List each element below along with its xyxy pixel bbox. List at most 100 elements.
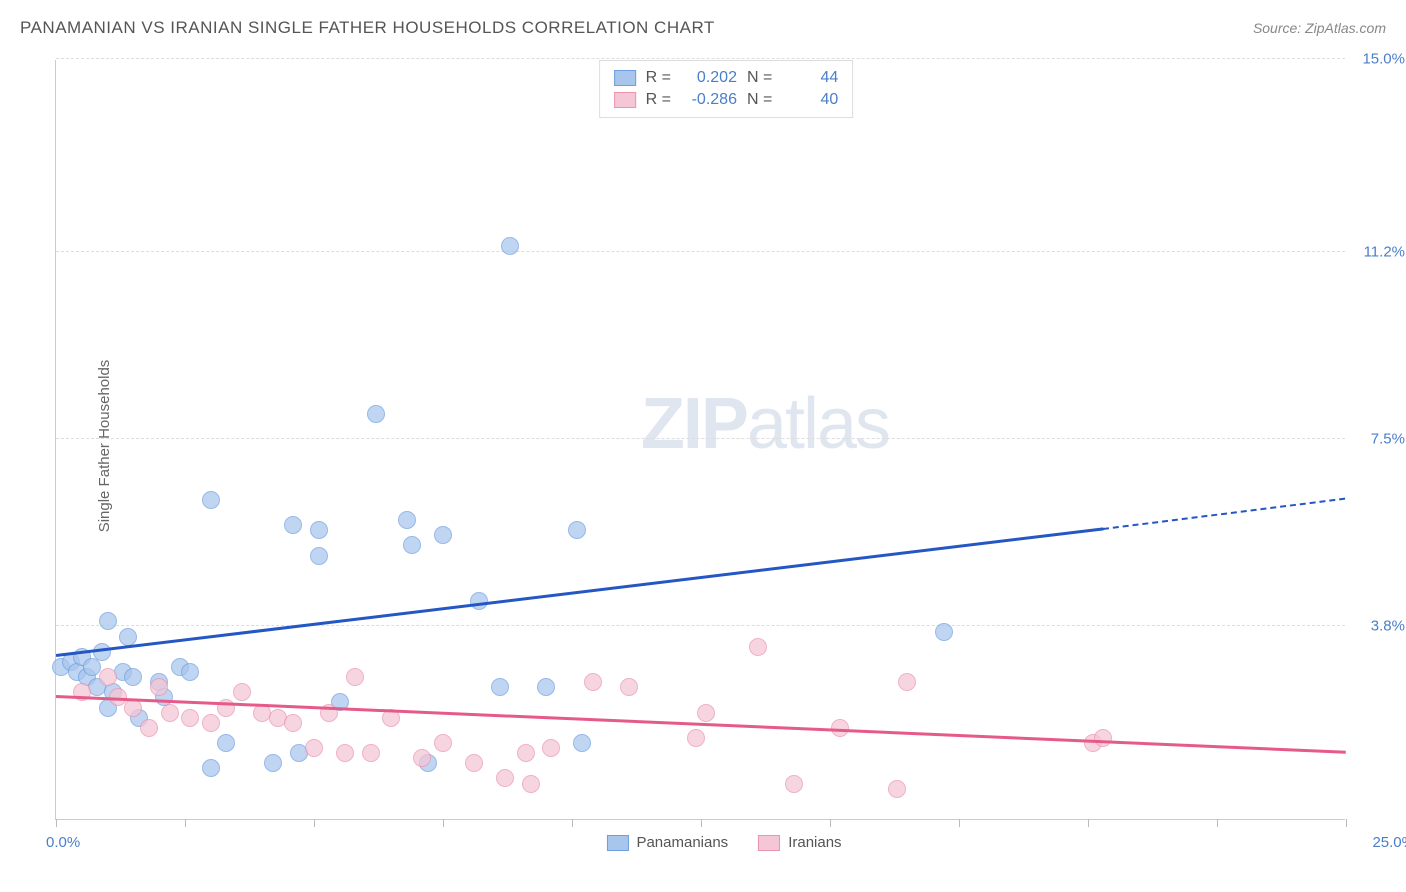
- x-tick: [56, 819, 57, 827]
- x-tick: [185, 819, 186, 827]
- gridline: [56, 438, 1345, 439]
- point-panamanian: [568, 521, 586, 539]
- point-iranian: [284, 714, 302, 732]
- legend-item-iranians: Iranians: [758, 834, 841, 851]
- point-iranian: [140, 719, 158, 737]
- point-iranian: [785, 775, 803, 793]
- chart-title: PANAMANIAN VS IRANIAN SINGLE FATHER HOUS…: [20, 18, 715, 38]
- point-panamanian: [537, 678, 555, 696]
- point-panamanian: [202, 491, 220, 509]
- x-tick: [830, 819, 831, 827]
- point-iranian: [584, 673, 602, 691]
- point-iranian: [305, 739, 323, 757]
- x-tick: [443, 819, 444, 827]
- point-iranian: [697, 704, 715, 722]
- point-panamanian: [573, 734, 591, 752]
- point-iranian: [161, 704, 179, 722]
- correlation-legend: R = 0.202 N = 44 R = -0.286 N = 40: [599, 60, 854, 118]
- point-panamanian: [217, 734, 235, 752]
- series-legend: Panamanians Iranians: [606, 834, 841, 851]
- point-iranian: [413, 749, 431, 767]
- n-value-iranians: 40: [782, 91, 838, 109]
- swatch-iranians: [758, 835, 780, 851]
- point-panamanian: [284, 516, 302, 534]
- point-iranian: [181, 709, 199, 727]
- y-tick-label: 7.5%: [1371, 431, 1405, 448]
- point-iranian: [517, 744, 535, 762]
- legend-item-panamanians: Panamanians: [606, 834, 728, 851]
- x-axis-start-label: 0.0%: [46, 834, 80, 851]
- y-tick-label: 3.8%: [1371, 618, 1405, 635]
- trend-line-dashed: [1103, 498, 1346, 530]
- point-iranian: [434, 734, 452, 752]
- title-bar: PANAMANIAN VS IRANIAN SINGLE FATHER HOUS…: [20, 18, 1386, 38]
- r-label: R =: [646, 91, 671, 109]
- point-iranian: [1094, 729, 1112, 747]
- x-tick: [701, 819, 702, 827]
- point-iranian: [687, 729, 705, 747]
- point-iranian: [233, 683, 251, 701]
- point-panamanian: [99, 612, 117, 630]
- swatch-panamanians: [606, 835, 628, 851]
- point-iranian: [362, 744, 380, 762]
- point-panamanian: [398, 511, 416, 529]
- point-iranian: [496, 769, 514, 787]
- point-iranian: [898, 673, 916, 691]
- point-panamanian: [501, 237, 519, 255]
- n-label: N =: [747, 91, 772, 109]
- r-label: R =: [646, 69, 671, 87]
- n-label: N =: [747, 69, 772, 87]
- x-tick: [314, 819, 315, 827]
- watermark: ZIPatlas: [641, 383, 889, 465]
- legend-row-panamanians: R = 0.202 N = 44: [614, 67, 839, 89]
- point-iranian: [346, 668, 364, 686]
- point-panamanian: [202, 759, 220, 777]
- x-axis-end-label: 25.0%: [1372, 834, 1406, 851]
- point-iranian: [620, 678, 638, 696]
- gridline: [56, 58, 1345, 59]
- point-iranian: [99, 668, 117, 686]
- point-panamanian: [124, 668, 142, 686]
- gridline: [56, 251, 1345, 252]
- point-iranian: [124, 699, 142, 717]
- legend-label-panamanians: Panamanians: [636, 834, 728, 851]
- point-iranian: [749, 638, 767, 656]
- watermark-bold: ZIP: [641, 384, 747, 464]
- r-value-iranians: -0.286: [681, 91, 737, 109]
- source-label: Source: ZipAtlas.com: [1253, 20, 1386, 36]
- x-tick: [959, 819, 960, 827]
- point-panamanian: [310, 521, 328, 539]
- point-iranian: [465, 754, 483, 772]
- point-panamanian: [119, 628, 137, 646]
- swatch-panamanians: [614, 70, 636, 86]
- x-tick: [1217, 819, 1218, 827]
- watermark-light: atlas: [747, 384, 889, 464]
- point-panamanian: [403, 536, 421, 554]
- point-iranian: [542, 739, 560, 757]
- point-iranian: [888, 780, 906, 798]
- point-panamanian: [93, 643, 111, 661]
- point-iranian: [522, 775, 540, 793]
- scatter-plot: ZIPatlas R = 0.202 N = 44 R = -0.286 N =…: [55, 60, 1345, 820]
- x-tick: [1346, 819, 1347, 827]
- point-iranian: [336, 744, 354, 762]
- y-tick-label: 15.0%: [1362, 51, 1405, 68]
- swatch-iranians: [614, 92, 636, 108]
- point-panamanian: [367, 405, 385, 423]
- n-value-panamanians: 44: [782, 69, 838, 87]
- legend-label-iranians: Iranians: [788, 834, 841, 851]
- point-iranian: [150, 678, 168, 696]
- point-panamanian: [491, 678, 509, 696]
- x-tick: [572, 819, 573, 827]
- point-iranian: [202, 714, 220, 732]
- point-panamanian: [264, 754, 282, 772]
- x-tick: [1088, 819, 1089, 827]
- point-panamanian: [181, 663, 199, 681]
- point-panamanian: [935, 623, 953, 641]
- y-tick-label: 11.2%: [1364, 243, 1405, 260]
- point-panamanian: [434, 526, 452, 544]
- legend-row-iranians: R = -0.286 N = 40: [614, 89, 839, 111]
- point-panamanian: [310, 547, 328, 565]
- gridline: [56, 625, 1345, 626]
- r-value-panamanians: 0.202: [681, 69, 737, 87]
